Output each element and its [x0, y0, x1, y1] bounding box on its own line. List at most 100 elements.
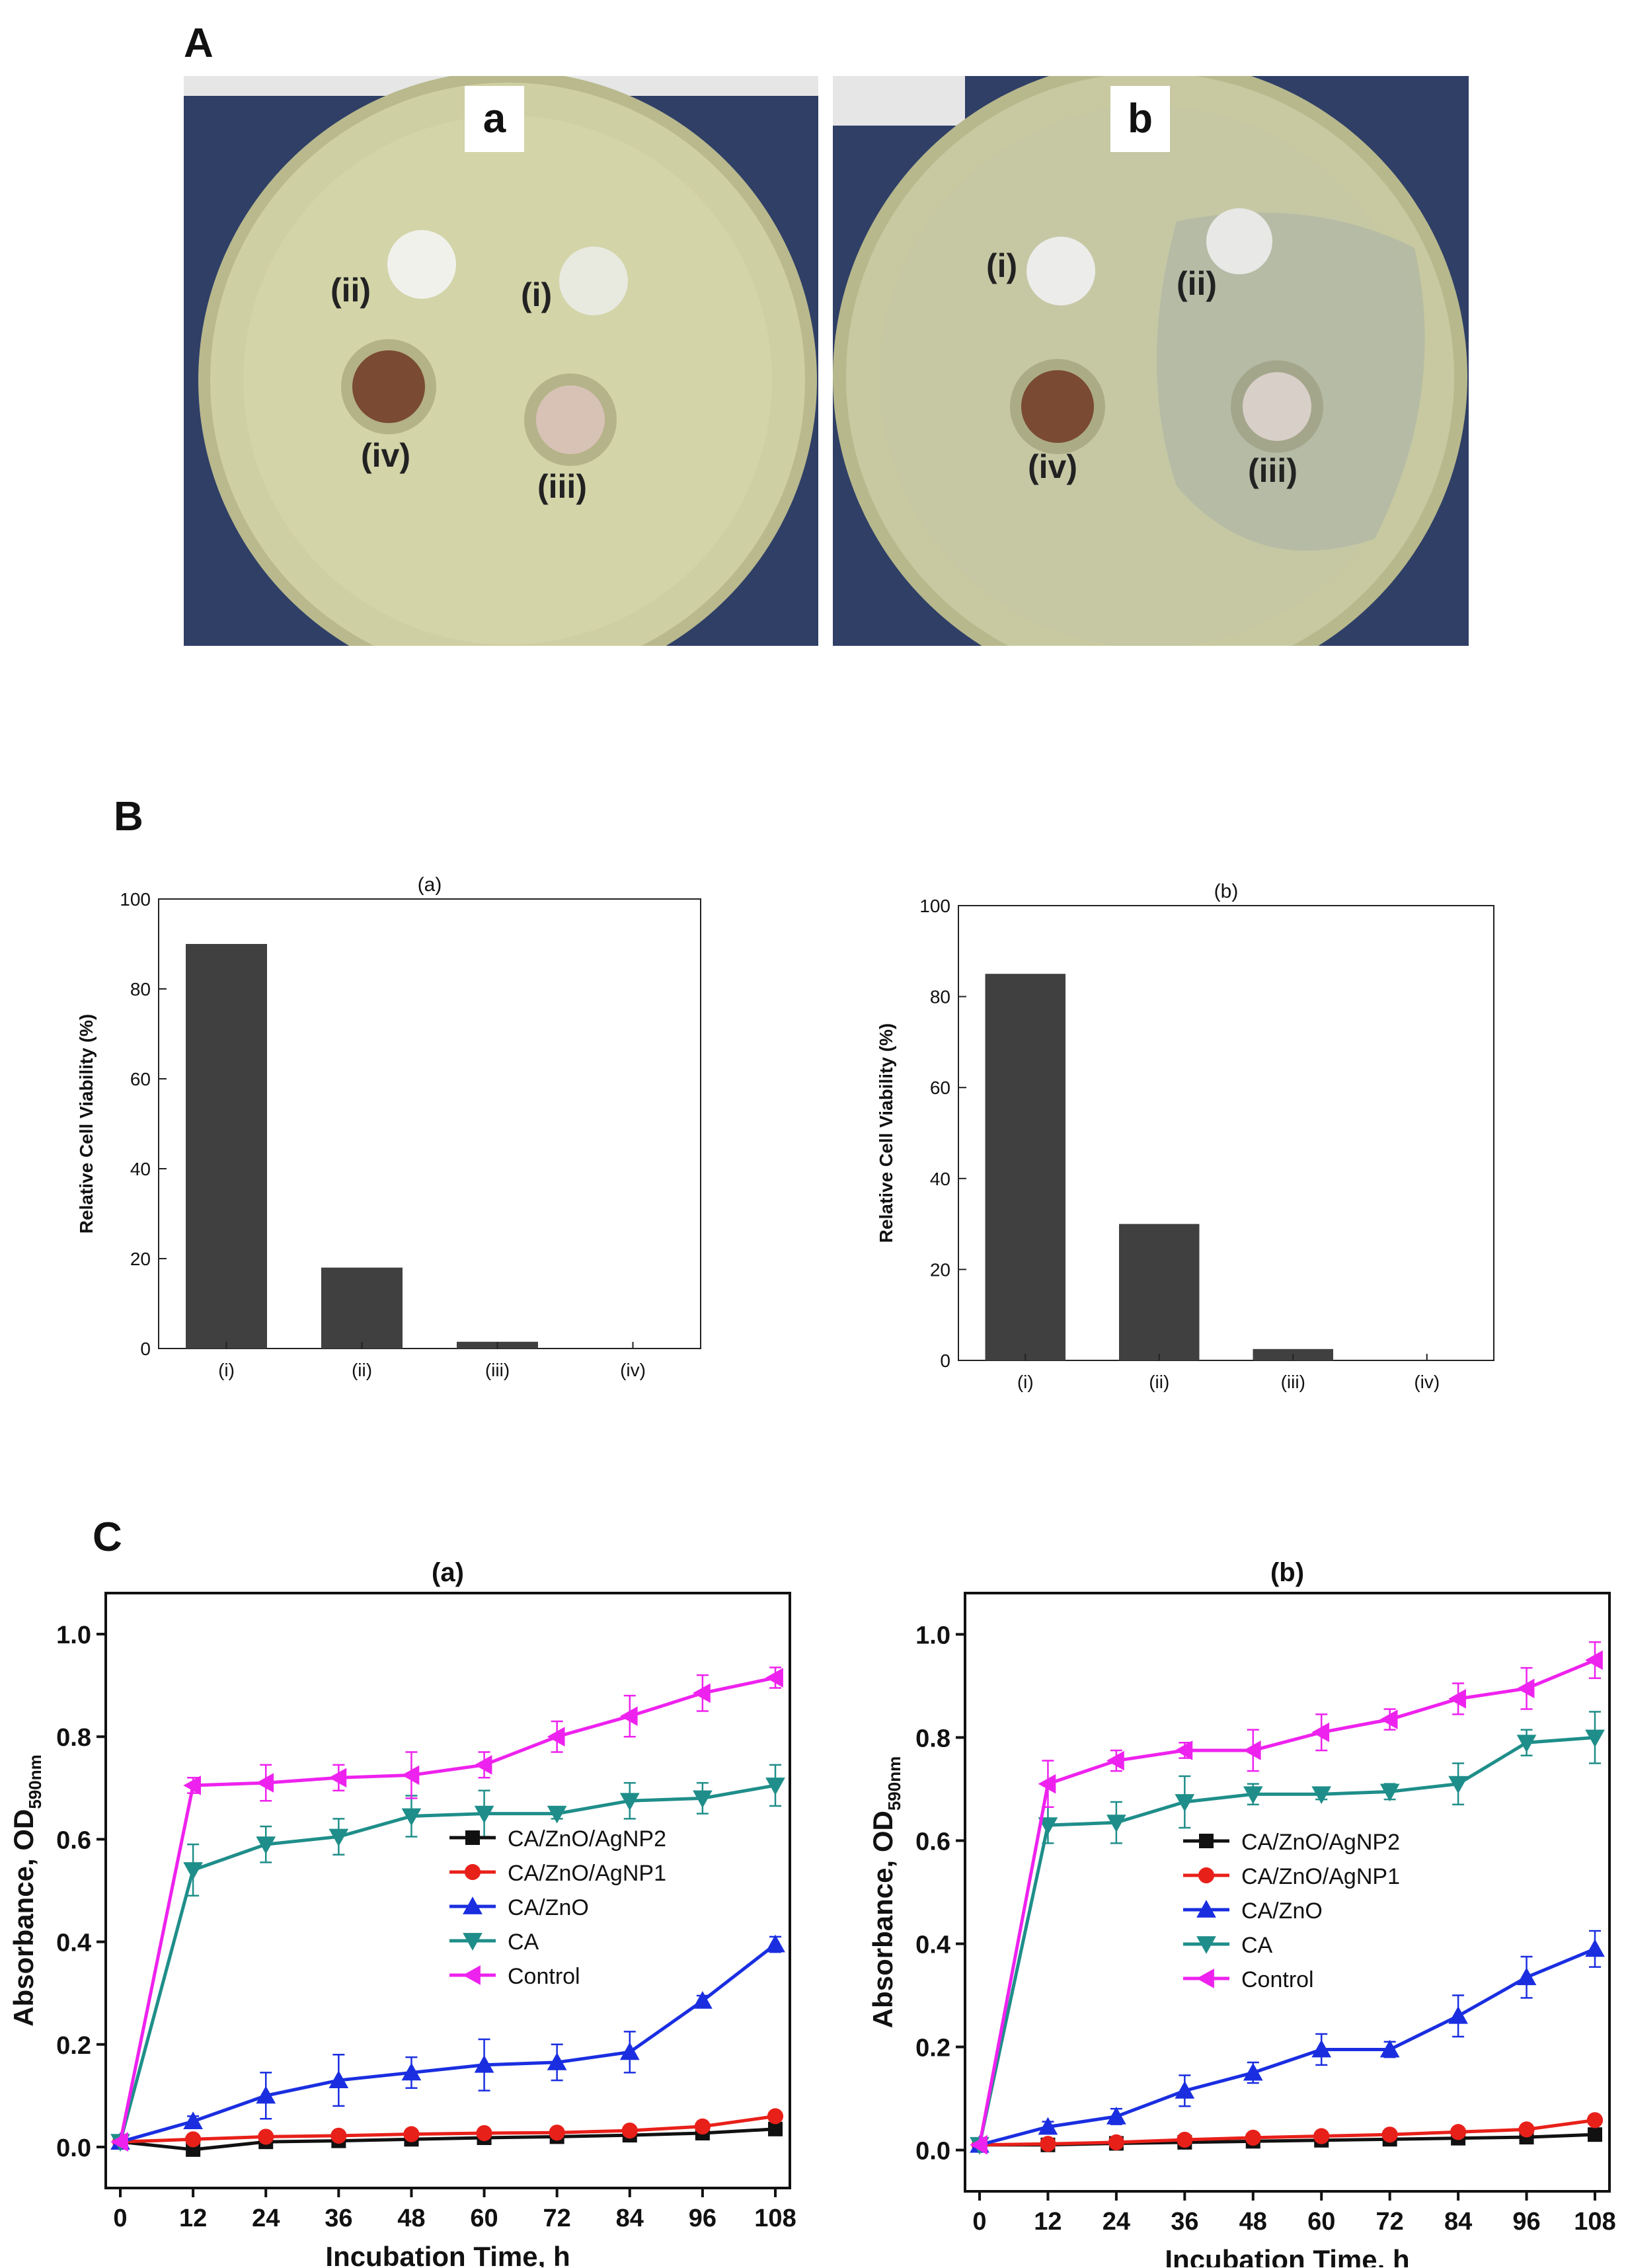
y-tick-label: 0.0 [56, 2134, 91, 2162]
x-axis-label: Incubation Time, h [1165, 2244, 1409, 2267]
series-line [979, 1947, 1596, 2147]
y-axis-label: Absorbance, OD590nm [867, 1756, 904, 2028]
y-tick-label: 0.8 [915, 1725, 950, 1752]
data-point [1516, 1735, 1537, 1753]
x-tick-label: (i) [1017, 1372, 1034, 1392]
x-tick-label: 12 [1034, 2208, 1062, 2236]
y-tick-label: 0.6 [915, 1828, 950, 1856]
data-point [329, 1768, 347, 1788]
y-tick-label: 0 [140, 1339, 151, 1359]
petri-dish-illustration [184, 76, 818, 646]
x-tick-label: (i) [218, 1360, 235, 1380]
data-point [1448, 2006, 1468, 2024]
data-point [1448, 1689, 1466, 1709]
disc-label-iv: (iv) [361, 437, 410, 474]
data-point [693, 1990, 713, 2009]
chart-title: (b) [1270, 1558, 1304, 1587]
sample-disc-i [559, 247, 628, 315]
x-tick-label: 72 [1376, 2208, 1404, 2236]
data-point [403, 2126, 420, 2142]
data-point [1199, 1834, 1214, 1848]
data-point [765, 1778, 785, 1795]
data-point [1106, 1815, 1126, 1833]
data-point [183, 1862, 203, 1880]
bar [186, 944, 267, 1349]
y-axis-label-main: Absorbance, OD [867, 1811, 898, 2028]
sample-disc-iii [1243, 372, 1311, 441]
y-axis-label: Relative Cell Viability (%) [876, 1023, 896, 1243]
x-tick-label: 96 [689, 2205, 716, 2232]
data-point [1585, 1650, 1603, 1670]
y-axis-label: Relative Cell Viability (%) [76, 1014, 97, 1234]
legend-label: Control [1241, 1967, 1314, 1992]
y-tick-label: 0.6 [56, 1826, 91, 1854]
series-line [979, 2118, 1596, 2147]
chart-title: (b) [1214, 880, 1239, 902]
y-axis-label: Absorbance, OD590nm [8, 1754, 45, 2026]
legend-label: CA/ZnO/AgNP2 [1241, 1830, 1400, 1855]
y-axis-label-subscript: 590nm [25, 1754, 45, 1809]
data-point [693, 1683, 711, 1703]
line-chart-b: (b) 0.0 0.2 0.4 0.6 0.8 1.0 0 12 24 36 48 60 72 84 96 10… [867, 1558, 1616, 2267]
data-point [1175, 1740, 1193, 1760]
legend-label: CA [1241, 1933, 1273, 1958]
data-point [547, 1727, 565, 1747]
y-axis-label-main: Absorbance, OD [8, 1809, 39, 2027]
y-tick-label: 40 [130, 1159, 151, 1179]
line-chart-a: (a) 0.0 0.2 0.4 0.6 0.8 1.0 0 12 24 36 48 60 72 84 96 10… [8, 1558, 796, 2267]
y-tick-label: 0.0 [915, 2138, 950, 2166]
data-point [463, 1933, 483, 1951]
bar [1119, 1224, 1200, 1360]
y-tick-label: 0.8 [56, 1724, 91, 1752]
sample-disc-ii [387, 230, 456, 299]
legend-label: CA [508, 1930, 539, 1955]
y-tick-label: 60 [130, 1069, 151, 1089]
data-point [1450, 2124, 1467, 2140]
data-point [1243, 1786, 1263, 1805]
data-point [258, 2129, 274, 2145]
data-point [465, 1830, 480, 1845]
data-point [1311, 2039, 1332, 2058]
data-point [1245, 2129, 1261, 2146]
bar-chart-b: (b) 0 20 40 60 80 100 Relative Cell Viability (… [876, 880, 1494, 1392]
x-tick-label: 84 [616, 2205, 644, 2232]
sample-disc-ii [1206, 208, 1272, 274]
data-point [1311, 1722, 1330, 1742]
data-point [1585, 1939, 1605, 1957]
data-point [463, 1897, 483, 1914]
data-point [1038, 1774, 1056, 1794]
sample-disc-i [1026, 237, 1095, 305]
x-tick-label: 24 [1103, 2208, 1130, 2236]
data-point [185, 2131, 202, 2148]
data-point [1243, 2062, 1263, 2081]
data-point [1518, 2121, 1535, 2138]
data-point [693, 1790, 713, 1809]
data-point [1585, 1729, 1605, 1748]
disc-label-i: (i) [521, 276, 553, 313]
data-point [474, 1755, 492, 1775]
data-point [110, 2132, 128, 2152]
series-line [978, 1659, 1596, 2146]
legend-label: Control [508, 1964, 580, 1989]
data-point [1196, 1936, 1216, 1954]
panel-label-a: A [184, 20, 213, 66]
data-point [476, 2125, 492, 2142]
disc-label-ii: (ii) [330, 272, 371, 309]
data-point [183, 2111, 203, 2130]
data-point [401, 1808, 422, 1826]
data-point [1175, 1794, 1195, 1812]
x-tick-label: 24 [252, 2205, 280, 2232]
data-point [1196, 1900, 1216, 1918]
x-tick-label: 108 [1574, 2208, 1615, 2236]
x-tick-label: 36 [325, 2205, 352, 2232]
data-point [1516, 1967, 1537, 1986]
y-tick-label: 100 [120, 889, 151, 910]
x-tick-label: 0 [972, 2208, 986, 2236]
y-tick-label: 0.2 [56, 2032, 91, 2060]
data-point [1381, 2127, 1398, 2143]
petri-dish-photo-a: a (ii) (i) (iv) (iii) [184, 76, 818, 646]
data-point [464, 1863, 481, 1881]
data-point [694, 2118, 711, 2134]
data-point [1038, 2117, 1058, 2135]
petri-dish-photo-b: b (i) (ii) (iv) (iii) [833, 76, 1469, 646]
